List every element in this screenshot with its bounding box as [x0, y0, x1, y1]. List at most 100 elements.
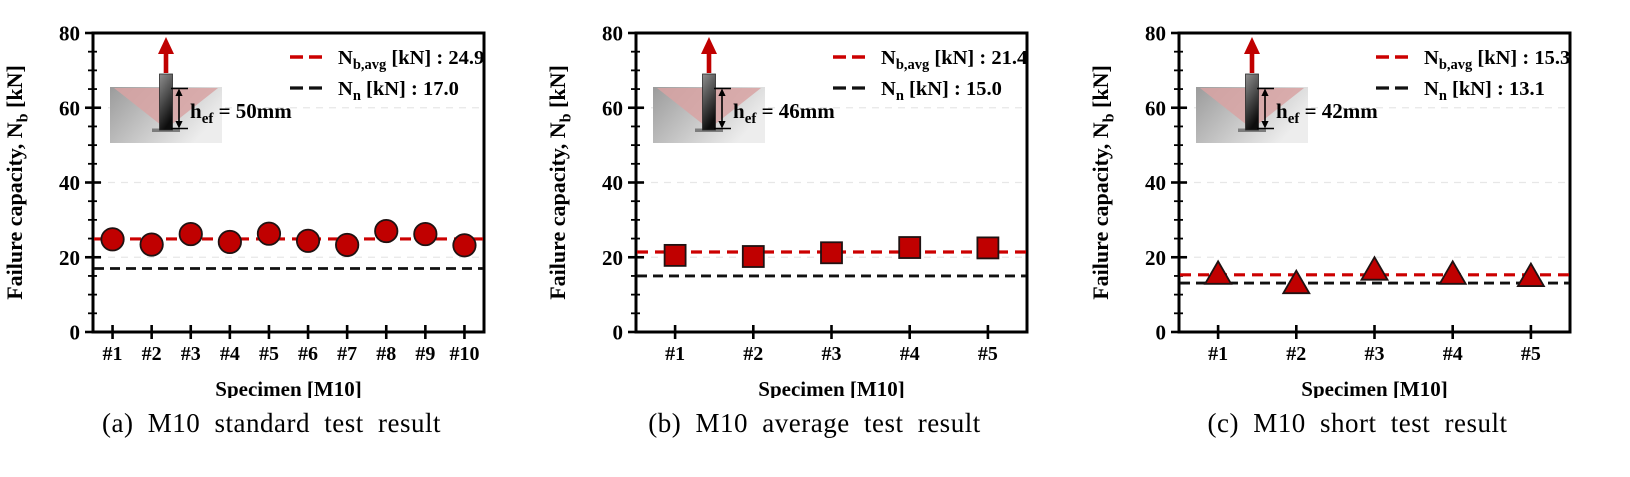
x-tick-label: #1 [103, 343, 123, 365]
x-tick-label: #9 [415, 343, 435, 365]
y-tick-label: 40 [602, 171, 623, 195]
y-tick-label: 80 [1145, 22, 1166, 46]
hef-label: hef = 42mm [1276, 99, 1378, 127]
y-tick-label: 80 [59, 22, 80, 46]
caption-c: (c) M10 short test result [1207, 408, 1508, 438]
x-tick-label: #4 [220, 343, 240, 365]
y-tick-label: 0 [613, 321, 624, 345]
legend-label: Nn [kN] : 15.0 [881, 78, 1002, 104]
data-point [413, 221, 438, 247]
data-point [452, 233, 477, 258]
legend: Nb,avg [kN] : 15.3 Nn [kN] : 13.1 [1376, 47, 1570, 104]
x-tick-label: #2 [1286, 343, 1306, 365]
chart-c-canvas: 0 20 40 60 80 #1 #2 #3 #4 #5 Nb,avg [kN] : 15.3 Nn … [1088, 22, 1572, 398]
data-point [217, 229, 242, 255]
legend-entry-nominal: Nn [kN] : 17.0 [290, 78, 459, 104]
data-point [374, 218, 399, 244]
dimension-arrowhead-top [1261, 88, 1269, 96]
inset-anchor-bolt [159, 73, 173, 131]
y-axis-label: Failure capacity, Nb [kN] [2, 65, 31, 300]
x-tick-label: #3 [822, 343, 842, 365]
legend-entry-nominal: Nn [kN] : 15.0 [833, 78, 1002, 104]
inset-anchor-bolt [1245, 73, 1259, 131]
data-point [256, 221, 282, 246]
y-tick-label: 60 [602, 96, 623, 120]
y-tick-label: 80 [602, 22, 623, 46]
data-point [100, 227, 125, 252]
legend-label: Nn [kN] : 17.0 [338, 78, 459, 104]
anchor-inset: hef = 46mm [653, 37, 835, 143]
y-tick-label: 20 [59, 246, 80, 270]
y-tick-label: 60 [59, 96, 80, 120]
legend-label: Nb,avg [kN] : 15.3 [1424, 47, 1570, 73]
data-point [139, 232, 164, 257]
x-tick-label: #4 [900, 343, 920, 365]
legend-entry-avg: Nb,avg [kN] : 15.3 [1376, 47, 1570, 73]
x-tick-label: #5 [1521, 343, 1541, 365]
x-tick-label: #8 [376, 343, 396, 365]
hef-label: hef = 50mm [190, 99, 292, 127]
legend-label: Nb,avg [kN] : 21.4 [881, 47, 1027, 73]
panel-a: 0 20 40 60 80 #1 #2 #3 #4 #5 #6 #7 #8 #9 #10 Nb,avg [kN… [0, 0, 543, 439]
inset-anchor-bolt [702, 73, 716, 131]
chart-b-canvas: 0 20 40 60 80 #1 #2 #3 #4 #5 Nb,avg [kN] : 21.4 Nn … [545, 22, 1029, 398]
legend-label: Nn [kN] : 13.1 [1424, 78, 1545, 104]
legend-entry-avg: Nb,avg [kN] : 21.4 [833, 47, 1027, 73]
x-tick-label: #5 [978, 343, 998, 365]
y-tick-label: 20 [602, 246, 623, 270]
y-axis-label: Failure capacity, Nb [kN] [1088, 65, 1117, 300]
dimension-arrowhead-top [718, 88, 726, 96]
panel-b: 0 20 40 60 80 #1 #2 #3 #4 #5 Nb,avg [kN] : 21.4 Nn … [543, 0, 1086, 439]
y-tick-label: 60 [1145, 96, 1166, 120]
data-point [976, 236, 1000, 260]
y-tick-label: 40 [59, 171, 80, 195]
figure-row: 0 20 40 60 80 #1 #2 #3 #4 #5 #6 #7 #8 #9 #10 Nb,avg [kN… [0, 0, 1629, 439]
load-arrow-icon [701, 37, 717, 54]
panel-c: 0 20 40 60 80 #1 #2 #3 #4 #5 Nb,avg [kN] : 15.3 Nn … [1086, 0, 1629, 439]
legend: Nb,avg [kN] : 21.4 Nn [kN] : 15.0 [833, 47, 1027, 104]
data-point [820, 241, 843, 265]
x-tick-label: #2 [142, 343, 162, 365]
data-point [741, 245, 765, 268]
data-point [295, 228, 321, 253]
anchor-inset: hef = 42mm [1196, 37, 1378, 143]
x-tick-label: #4 [1443, 343, 1463, 365]
chart-a-canvas: 0 20 40 60 80 #1 #2 #3 #4 #5 #6 #7 #8 #9 #10 Nb,avg [kN… [2, 22, 486, 398]
legend-entry-avg: Nb,avg [kN] : 24.9 [290, 47, 484, 73]
x-tick-label: #2 [743, 343, 763, 365]
caption-a: (a) M10 standard test result [102, 408, 441, 438]
y-tick-label: 20 [1145, 246, 1166, 270]
x-axis-label: Specimen [M10] [1301, 377, 1447, 398]
load-arrow-icon [1244, 37, 1260, 54]
data-point [1281, 268, 1311, 295]
anchor-inset: hef = 50mm [110, 37, 292, 143]
x-tick-label: #1 [1208, 343, 1228, 365]
load-arrow-icon [158, 37, 174, 54]
data-point [335, 232, 360, 258]
legend: Nb,avg [kN] : 24.9 Nn [kN] : 17.0 [290, 47, 484, 104]
data-point [663, 243, 687, 267]
legend-label: Nb,avg [kN] : 24.9 [338, 47, 484, 73]
data-point [1359, 255, 1390, 281]
data-point [1203, 259, 1233, 285]
x-tick-label: #3 [181, 343, 201, 365]
data-point [178, 221, 203, 247]
dimension-arrowhead-bottom [718, 121, 726, 129]
x-tick-label: #7 [337, 343, 357, 365]
y-tick-label: 0 [70, 321, 81, 345]
data-point [1438, 259, 1468, 285]
dimension-arrowhead-bottom [1261, 121, 1269, 129]
x-tick-label: #10 [449, 343, 479, 365]
y-tick-label: 0 [1156, 321, 1167, 345]
caption-b: (b) M10 average test result [648, 408, 981, 438]
y-tick-label: 40 [1145, 171, 1166, 195]
data-point [1516, 261, 1546, 287]
x-tick-label: #1 [665, 343, 685, 365]
x-tick-label: #6 [298, 343, 318, 365]
y-axis-label: Failure capacity, Nb [kN] [545, 65, 574, 300]
x-tick-label: #5 [259, 343, 279, 365]
x-axis-label: Specimen [M10] [758, 377, 904, 398]
x-axis-label: Specimen [M10] [215, 377, 361, 398]
dimension-arrowhead-bottom [175, 121, 183, 129]
legend-entry-nominal: Nn [kN] : 13.1 [1376, 78, 1545, 104]
